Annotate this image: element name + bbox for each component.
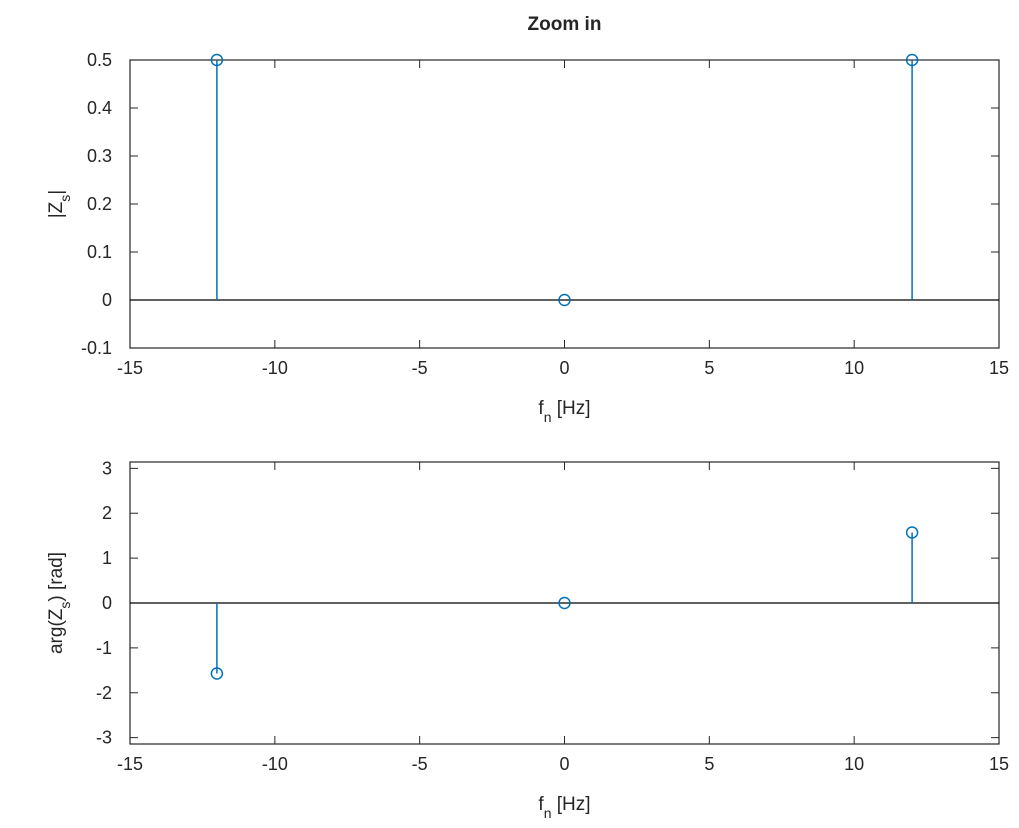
y-axis-label: |Zs| xyxy=(46,190,73,218)
x-tick-label: 5 xyxy=(704,754,714,774)
y-tick-label: 0.4 xyxy=(87,98,112,118)
x-tick-label: 10 xyxy=(844,754,864,774)
chart-title: Zoom in xyxy=(528,14,602,35)
x-tick-label: 0 xyxy=(559,358,569,378)
y-tick-label: -0.1 xyxy=(81,338,112,358)
y-tick-label: 0.3 xyxy=(87,146,112,166)
y-tick-label: -3 xyxy=(96,728,112,748)
stem-marker xyxy=(210,667,224,680)
y-tick-label: 0.5 xyxy=(87,50,112,70)
y-tick-label: 2 xyxy=(102,503,112,523)
stem-marker xyxy=(558,293,571,307)
x-tick-label: 15 xyxy=(989,358,1009,378)
x-tick-label: 0 xyxy=(559,754,569,774)
stem-marker xyxy=(210,53,224,67)
y-tick-label: 1 xyxy=(102,548,112,568)
x-axis-label: fn [Hz] xyxy=(538,794,590,821)
stem-marker xyxy=(558,596,571,610)
x-tick-label: 5 xyxy=(704,358,714,378)
x-tick-label: -5 xyxy=(412,358,428,378)
y-tick-label: 0.2 xyxy=(87,194,112,214)
y-axis-label: arg(Zs) [rad] xyxy=(46,552,73,654)
x-tick-label: -10 xyxy=(262,358,288,378)
y-tick-label: 0 xyxy=(102,593,112,613)
x-axis-label: fn [Hz] xyxy=(538,398,590,425)
x-tick-label: -15 xyxy=(117,754,143,774)
stem-marker xyxy=(905,526,919,539)
x-tick-label: -5 xyxy=(412,754,428,774)
stem-marker xyxy=(905,53,919,67)
y-tick-label: -2 xyxy=(96,683,112,703)
x-tick-label: 10 xyxy=(844,358,864,378)
x-tick-label: -10 xyxy=(262,754,288,774)
x-tick-label: 15 xyxy=(989,754,1009,774)
y-tick-label: -1 xyxy=(96,638,112,658)
top-magnitude-plot: -15 -10 -5 0 5 10 15 -0.1 0 0.1 0.2 0.3 0.4 0.5 fn [Hz… xyxy=(46,14,1009,425)
y-tick-label: 0.1 xyxy=(87,242,112,262)
y-tick-label: 0 xyxy=(102,290,112,310)
y-tick-label: 3 xyxy=(102,458,112,478)
x-tick-label: -15 xyxy=(117,358,143,378)
